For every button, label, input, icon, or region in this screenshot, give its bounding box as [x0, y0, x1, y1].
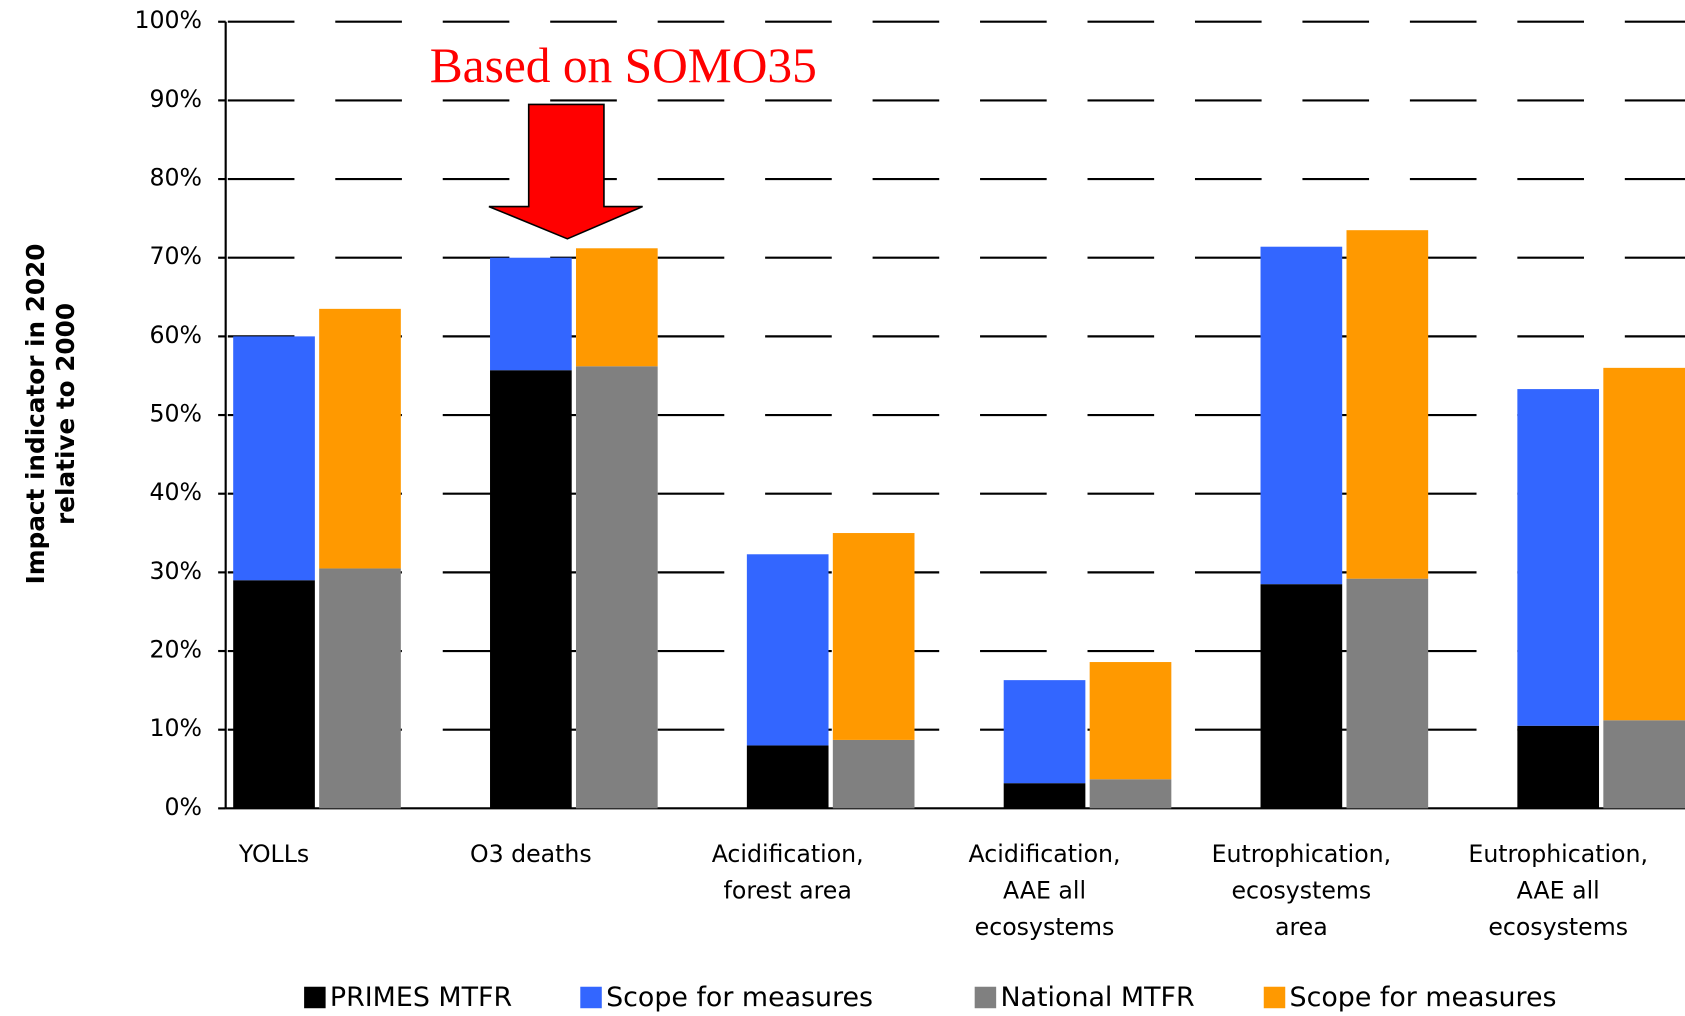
y-tick-label: 40%	[150, 478, 203, 506]
x-tick-label: Eutrophication, AAE all ecosystems	[1468, 840, 1648, 941]
bar-segment	[1603, 720, 1685, 809]
bar-segment	[1003, 680, 1086, 784]
x-tick-label: O3 deaths	[470, 840, 592, 868]
bar-segment	[233, 336, 315, 581]
bar-segment	[575, 248, 658, 367]
bar-segment	[1346, 578, 1429, 809]
y-tick-label: 10%	[150, 714, 203, 742]
bar-segment	[319, 308, 401, 569]
y-tick-label: 0%	[165, 793, 202, 821]
legend-label: Scope for measures	[606, 982, 873, 1013]
y-tick-label: 30%	[150, 557, 203, 585]
bar-segment	[1603, 367, 1685, 721]
bar-segment	[1346, 230, 1429, 579]
bar-segment	[490, 370, 572, 809]
legend-swatch	[580, 986, 602, 1009]
bar-segment	[1089, 662, 1172, 780]
bar-segment	[1003, 783, 1086, 809]
x-tick-label: Acidification, forest area	[712, 840, 864, 905]
bar-segment	[1517, 389, 1600, 726]
legend-swatch	[304, 986, 326, 1009]
annotation: Based on SOMO35	[430, 38, 817, 93]
bar-segment	[233, 580, 315, 809]
y-tick-label: 100%	[134, 6, 202, 34]
bar-segment	[746, 554, 829, 746]
plot: 0% 10% 20% 30% 40% 50% 60% 70% 80% 90% 100% YOLLs O3…	[134, 6, 1685, 1013]
x-tick-label: Eutrophication, ecosystems area	[1212, 840, 1392, 941]
arrow	[488, 103, 643, 240]
y-tick-label: 50%	[150, 400, 203, 428]
bar-segment	[832, 739, 915, 809]
bar-segment	[1089, 779, 1172, 809]
y-tick-label: 20%	[150, 636, 203, 664]
bar-segment	[1260, 246, 1343, 585]
y-tick-label: 60%	[150, 321, 203, 349]
y-axis-label: Impact indicator in 2020relative to 2000	[21, 244, 80, 585]
y-tick-label: 70%	[150, 242, 203, 270]
bar-segment	[832, 533, 915, 740]
legend-swatch	[974, 986, 997, 1009]
legend-label: National MTFR	[1000, 982, 1194, 1013]
bar-segment	[319, 568, 401, 809]
bar-segment	[1517, 725, 1600, 809]
legend-label: Scope for measures	[1290, 982, 1557, 1013]
bar-segment	[746, 745, 829, 809]
legend-swatch	[1263, 986, 1286, 1009]
legend-label: PRIMES MTFR	[330, 982, 512, 1013]
x-tick-label: YOLLs	[238, 840, 309, 868]
bar-segment	[1260, 584, 1343, 809]
y-tick-label: 80%	[150, 164, 203, 192]
x-tick-label: Acidification, AAE all ecosystems	[969, 840, 1121, 941]
y-tick-label: 90%	[150, 85, 203, 113]
bar-segment	[575, 366, 658, 809]
bar-segment	[490, 257, 572, 371]
